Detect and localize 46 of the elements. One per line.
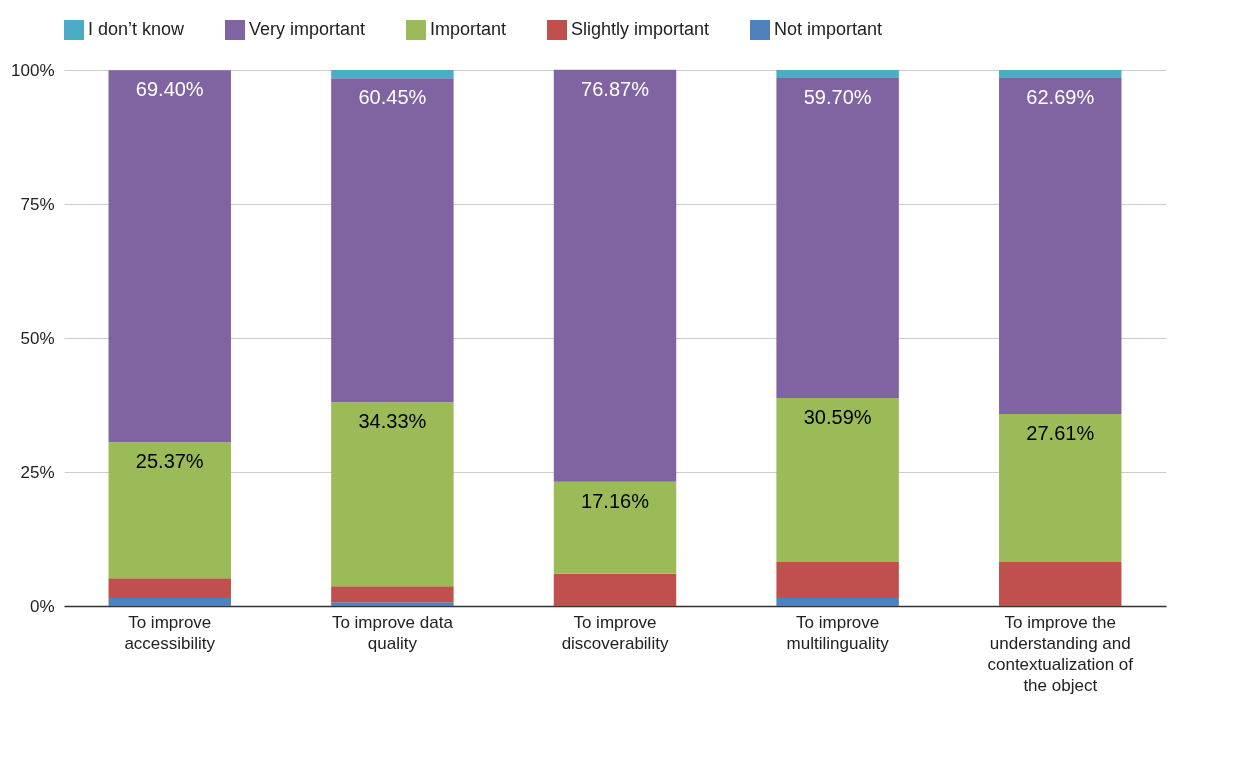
x-tick-label: To improve multilinguality: [786, 612, 890, 653]
x-tick-label: To improve data quality: [331, 612, 454, 653]
legend-label: Important: [430, 19, 507, 39]
bar: [776, 597, 899, 606]
y-tick-label: 50%: [20, 328, 55, 348]
x-tick-label: To improve discoverability: [561, 612, 669, 653]
y-tick-label: 25%: [20, 462, 55, 482]
bar: [553, 573, 677, 606]
data-label: 69.40%: [135, 78, 204, 101]
bar: [999, 562, 1122, 606]
legend-label: Not important: [774, 19, 883, 39]
x-tick-label: To improve the understanding and contextualization of the object: [987, 612, 1134, 695]
data-label: 25.37%: [135, 450, 204, 473]
x-tick-label: To improve accessibility: [124, 612, 216, 653]
data-label: 27.61%: [1026, 422, 1095, 445]
data-label: 59.70%: [803, 86, 872, 109]
bar: [553, 69, 677, 482]
data-label: 76.87%: [581, 77, 650, 100]
y-tick-label: 0%: [29, 596, 55, 616]
y-tick-label: 100%: [11, 60, 55, 80]
data-label: 30.59%: [803, 406, 872, 429]
bar: [108, 70, 231, 443]
data-label: 60.45%: [358, 86, 427, 109]
data-label: 17.16%: [581, 489, 650, 512]
data-label: 62.69%: [1026, 86, 1095, 109]
bar: [331, 402, 454, 587]
legend-label: Slightly important: [571, 19, 710, 39]
bar: [331, 70, 454, 79]
bar: [999, 78, 1122, 415]
bar: [108, 578, 231, 598]
bar: [108, 597, 231, 606]
legend-label: Very important: [249, 19, 366, 39]
bar: [776, 398, 899, 563]
y-tick-label: 75%: [20, 194, 55, 214]
bar: [331, 78, 454, 403]
bar: [776, 78, 899, 399]
bar: [999, 70, 1122, 79]
bar: [331, 602, 454, 606]
bar: [331, 586, 454, 603]
legend-label: I don’t know: [88, 19, 186, 39]
bar: [776, 70, 899, 79]
bar: [776, 562, 899, 598]
data-label: 34.33%: [358, 410, 427, 433]
bar: [999, 414, 1122, 563]
bar: [108, 442, 231, 579]
bar: [553, 481, 677, 574]
